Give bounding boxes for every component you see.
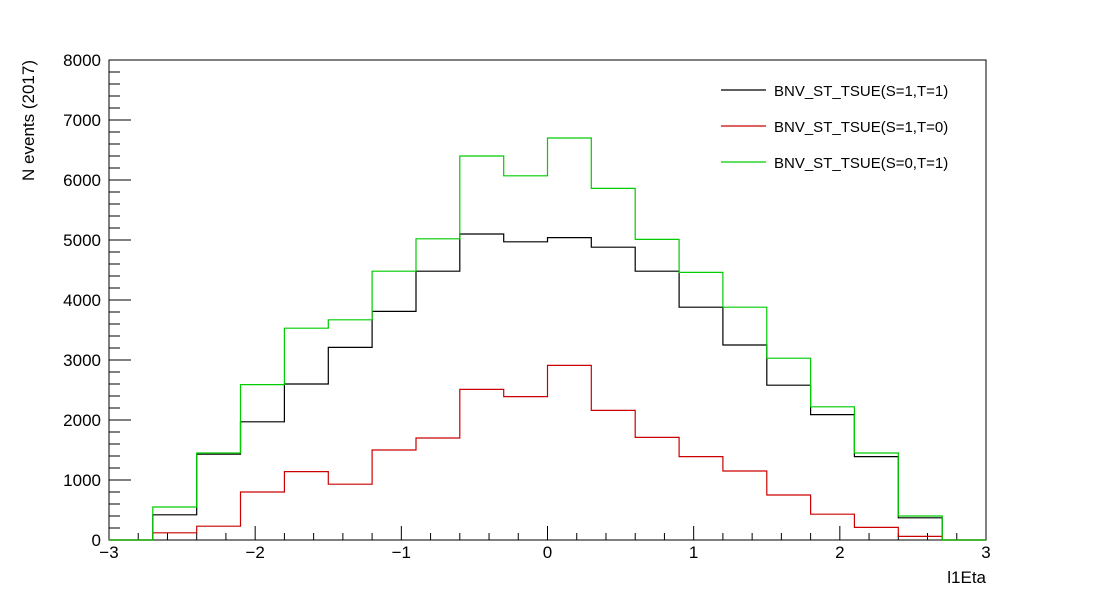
legend: BNV_ST_TSUE(S=1,T=1) BNV_ST_TSUE(S=1,T=0)…	[721, 83, 948, 172]
x-axis: −3 −2 −1 0 1 2 3	[99, 526, 991, 562]
y-tick-label: 7000	[63, 111, 101, 130]
legend-entry-2: BNV_ST_TSUE(S=1,T=0)	[774, 119, 948, 136]
legend-entry-1: BNV_ST_TSUE(S=1,T=1)	[774, 83, 948, 100]
series-line-3	[109, 137, 986, 541]
x-tick-label: 2	[835, 543, 844, 562]
y-tick-label: 6000	[63, 171, 101, 190]
x-tick-label: −3	[99, 543, 118, 562]
y-tick-label: 3000	[63, 351, 101, 370]
x-tick-label: −1	[392, 543, 411, 562]
y-tick-label: 5000	[63, 231, 101, 250]
x-tick-label: 1	[689, 543, 698, 562]
y-tick-label: 0	[92, 531, 101, 550]
x-axis-label: l1Eta	[947, 568, 986, 587]
y-tick-label: 4000	[63, 291, 101, 310]
x-tick-label: −2	[245, 543, 264, 562]
legend-entry-3: BNV_ST_TSUE(S=0,T=1)	[774, 155, 948, 172]
series-layer	[109, 137, 986, 541]
x-tick-label: 3	[981, 543, 990, 562]
y-axis-label: N events (2017)	[19, 60, 38, 181]
y-tick-label: 1000	[63, 471, 101, 490]
y-tick-label: 2000	[63, 411, 101, 430]
series-line-2	[109, 364, 986, 541]
x-tick-label: 0	[543, 543, 552, 562]
y-axis: 0 1000 2000 3000 4000 5000 6000 7000 8000	[63, 51, 131, 550]
y-tick-label: 8000	[63, 51, 101, 70]
series-line-1	[109, 233, 986, 541]
